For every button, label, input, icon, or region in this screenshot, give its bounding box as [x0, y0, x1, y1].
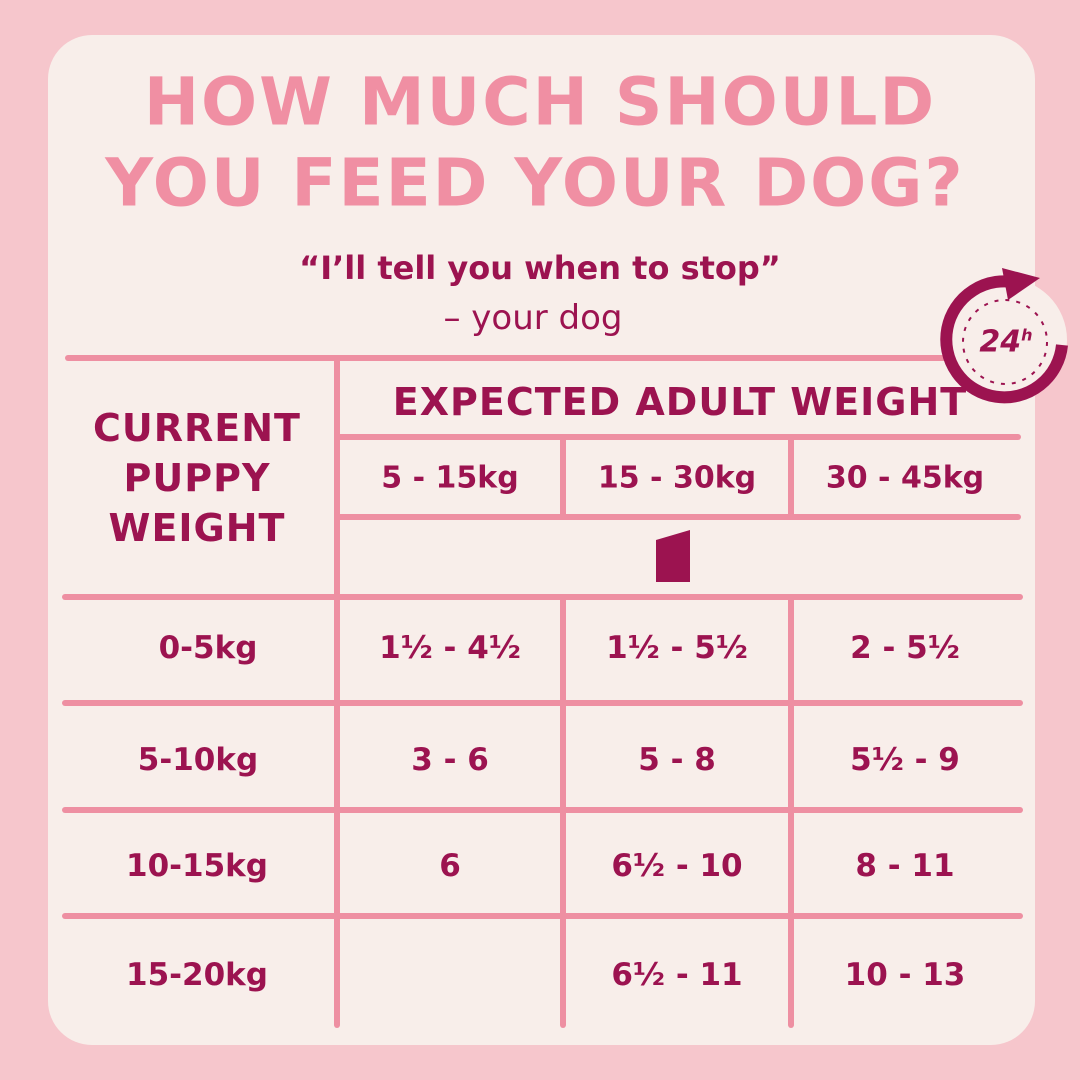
cell-value: 1½ - 4½ — [379, 630, 521, 666]
row-header: PUPPY — [123, 456, 271, 500]
column-header: 15 - 30kg — [597, 460, 757, 496]
cell-value: 8 - 11 — [855, 848, 955, 884]
cell-value: 1½ - 5½ — [606, 630, 748, 666]
cell-value: 3 - 6 — [411, 742, 489, 778]
food-pack-icon — [656, 530, 690, 582]
column-header: 30 - 45kg — [825, 460, 985, 496]
column-group-header: EXPECTED ADULT WEIGHT — [392, 380, 968, 424]
row-header: WEIGHT — [108, 506, 286, 550]
badge-text: 24h — [979, 325, 1032, 360]
column-header: 5 - 15kg — [381, 460, 519, 496]
row-label: 0-5kg — [158, 630, 258, 666]
title-line: HOW MUCH SHOULD — [143, 63, 937, 141]
cell-value: 6 — [439, 848, 461, 884]
row-label: 10-15kg — [126, 848, 268, 884]
cell-value: 5 - 8 — [638, 742, 716, 778]
cell-value: 2 - 5½ — [850, 630, 960, 666]
badge-unit: h — [1021, 325, 1033, 345]
row-label: 15-20kg — [126, 957, 268, 993]
attribution: – your dog — [443, 298, 623, 338]
cell-value: 10 - 13 — [844, 957, 966, 993]
quote: “I’ll tell you when to stop” — [299, 249, 781, 287]
cell-value: 5½ - 9 — [850, 742, 960, 778]
title-line: YOU FEED YOUR DOG? — [105, 144, 965, 222]
card — [48, 35, 1035, 1045]
badge-number: 24 — [979, 324, 1022, 360]
cell-value: 6½ - 11 — [611, 957, 743, 993]
clock-badge — [940, 268, 1068, 404]
row-label: 5-10kg — [137, 742, 259, 778]
row-header: CURRENT — [93, 406, 301, 450]
cell-value: 6½ - 10 — [611, 848, 743, 884]
